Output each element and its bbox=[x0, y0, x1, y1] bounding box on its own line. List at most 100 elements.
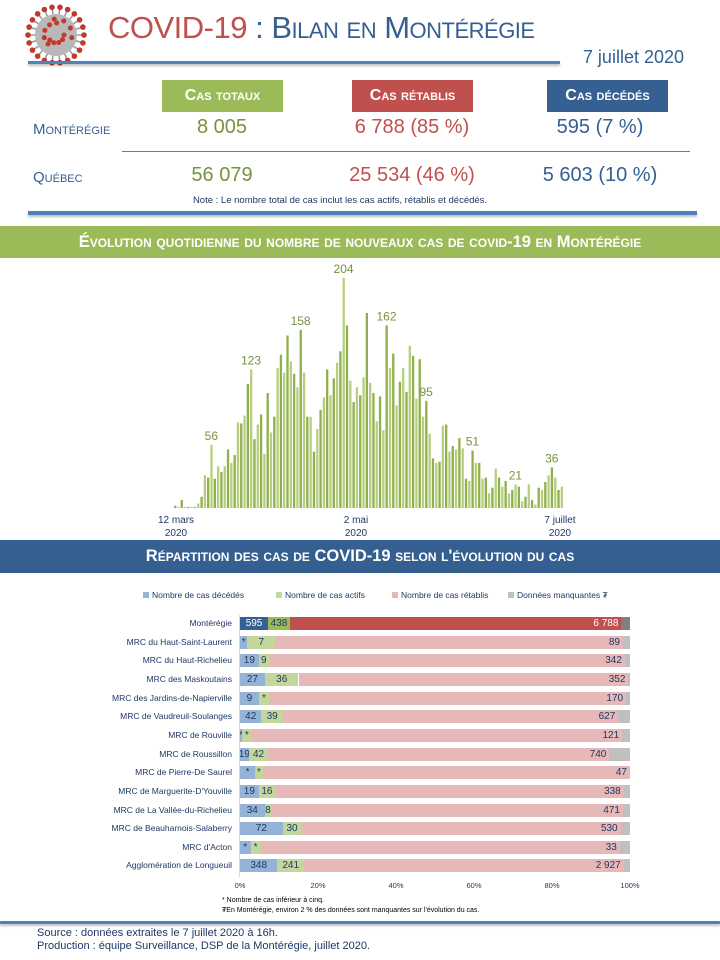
daily-bar bbox=[352, 402, 355, 508]
row-label: MRC du Haut-Saint-Laurent bbox=[126, 636, 232, 647]
daily-bar bbox=[497, 477, 501, 508]
daily-bar bbox=[471, 450, 474, 508]
bar-segment-retablis bbox=[268, 747, 610, 761]
daily-bar bbox=[425, 400, 428, 508]
row-label: MRC de Roussillon bbox=[159, 748, 232, 759]
segment-value-label: 530 bbox=[600, 823, 618, 835]
daily-bar bbox=[395, 405, 398, 508]
daily-bar bbox=[415, 398, 418, 508]
daily-bar bbox=[544, 482, 547, 508]
monteregie-cas-retablis: 6 788 (85 %) bbox=[354, 116, 470, 138]
row-label: Agglomération de Longueuil bbox=[126, 860, 232, 871]
daily-bar bbox=[339, 351, 342, 508]
daily-bar bbox=[461, 448, 464, 508]
daily-bar bbox=[355, 387, 359, 508]
row-label: MRC des Jardins-de-Napierville bbox=[112, 692, 232, 703]
bar-segment-manquantes bbox=[623, 859, 630, 873]
segment-value-label: 6 788 bbox=[593, 618, 619, 629]
row-label: MRC d'Acton bbox=[182, 841, 232, 852]
badge-cas-retablis: Cas rétablis bbox=[352, 80, 473, 112]
bar-segment-manquantes bbox=[623, 784, 630, 798]
daily-bar bbox=[349, 380, 352, 508]
bar-segment-retablis bbox=[275, 784, 624, 798]
daily-bar bbox=[448, 451, 451, 508]
daily-bar bbox=[273, 416, 276, 508]
daily-bar bbox=[517, 486, 521, 508]
bar-segment-actifs bbox=[282, 822, 302, 836]
bar-segment-retablis bbox=[269, 691, 627, 705]
legend-item-manquantes: Données manquantes ₮ bbox=[508, 590, 608, 600]
segment-value-label: 19 bbox=[238, 748, 250, 760]
quebec-cas-totaux: 56 079 bbox=[191, 164, 253, 186]
bar-segment-retablis bbox=[251, 728, 623, 742]
daily-bar bbox=[236, 422, 240, 508]
segment-value-label: * bbox=[253, 841, 258, 853]
legend-item-decedes: Nombre de cas décédés bbox=[143, 590, 244, 600]
x-tick-label: 0% bbox=[234, 881, 246, 890]
daily-bar bbox=[438, 461, 441, 508]
bar-segment-decedes bbox=[240, 728, 243, 742]
bar-segment-decedes bbox=[240, 635, 248, 649]
bar-segment-decedes bbox=[240, 803, 265, 817]
daily-bar bbox=[207, 477, 210, 508]
daily-bar bbox=[223, 466, 226, 508]
segment-value-label: 27 bbox=[246, 673, 259, 685]
daily-bar bbox=[174, 505, 177, 508]
monteregie-cas-totaux: 8 005 bbox=[196, 116, 248, 138]
segment-value-label: 36 bbox=[276, 673, 288, 685]
daily-bar bbox=[292, 373, 296, 508]
segment-value-label: * bbox=[239, 729, 244, 741]
daily-bar bbox=[365, 312, 368, 508]
daily-bar bbox=[183, 506, 187, 508]
bar-segment-manquantes bbox=[609, 747, 630, 761]
daily-bar bbox=[560, 486, 563, 508]
daily-bar bbox=[190, 506, 193, 508]
segment-value-label: * bbox=[245, 767, 250, 779]
footnote: ₮En Montérégie, environ 2 % des données … bbox=[222, 907, 480, 914]
daily-bar bbox=[329, 395, 332, 508]
bar-segment-actifs bbox=[258, 654, 269, 668]
segment-value-label: 170 bbox=[606, 692, 624, 704]
daily-bar bbox=[527, 484, 530, 508]
bar-segment-manquantes bbox=[620, 822, 630, 836]
report-date: 7 juillet 2020 bbox=[582, 47, 684, 67]
bar-data-label: 162 bbox=[377, 309, 397, 323]
segment-value-label: 9 bbox=[261, 655, 267, 667]
daily-bar bbox=[243, 415, 246, 508]
daily-bar bbox=[511, 489, 514, 508]
daily-bar bbox=[213, 478, 216, 508]
segment-value-label: 7 bbox=[258, 636, 265, 648]
bar-data-label: 95 bbox=[420, 385, 434, 399]
bar-segment-retablis bbox=[303, 859, 624, 873]
segment-value-label: * bbox=[262, 692, 266, 704]
bar-data-label: 36 bbox=[545, 451, 559, 465]
bar-segment-manquantes bbox=[622, 728, 630, 742]
daily-bar bbox=[435, 462, 438, 508]
daily-bar bbox=[233, 455, 236, 508]
daily-bar bbox=[322, 397, 326, 508]
title-bilan: : Bilan en Montérégie bbox=[246, 10, 535, 45]
daily-bar bbox=[398, 381, 402, 508]
daily-bar bbox=[230, 462, 233, 508]
bar-segment-manquantes bbox=[618, 710, 630, 724]
daily-bar bbox=[259, 414, 263, 508]
daily-bar bbox=[494, 468, 497, 508]
bar-segment-decedes bbox=[240, 617, 269, 630]
segment-value-label: * bbox=[241, 636, 246, 648]
daily-bar bbox=[309, 416, 312, 508]
segment-value-label: 19 bbox=[243, 785, 255, 797]
badge-cas-decedes: Cas décédés bbox=[547, 80, 668, 112]
legend-item-retablis: Nombre de cas rétablis bbox=[392, 590, 488, 600]
x-tick-label: 2 mai 2020 bbox=[343, 515, 369, 539]
segment-value-label: 121 bbox=[602, 729, 620, 741]
daily-bar bbox=[431, 458, 435, 508]
daily-bar bbox=[468, 480, 471, 508]
segment-value-label: 8 bbox=[265, 804, 271, 816]
bar-segment-manquantes bbox=[624, 654, 630, 668]
segment-value-label: 89 bbox=[608, 636, 620, 648]
bar-segment-actifs bbox=[264, 803, 272, 817]
bar-segment-manquantes bbox=[619, 840, 630, 854]
bar-segment-decedes bbox=[240, 747, 249, 761]
daily-bar bbox=[540, 489, 544, 508]
segment-value-label: 34 bbox=[246, 804, 258, 816]
